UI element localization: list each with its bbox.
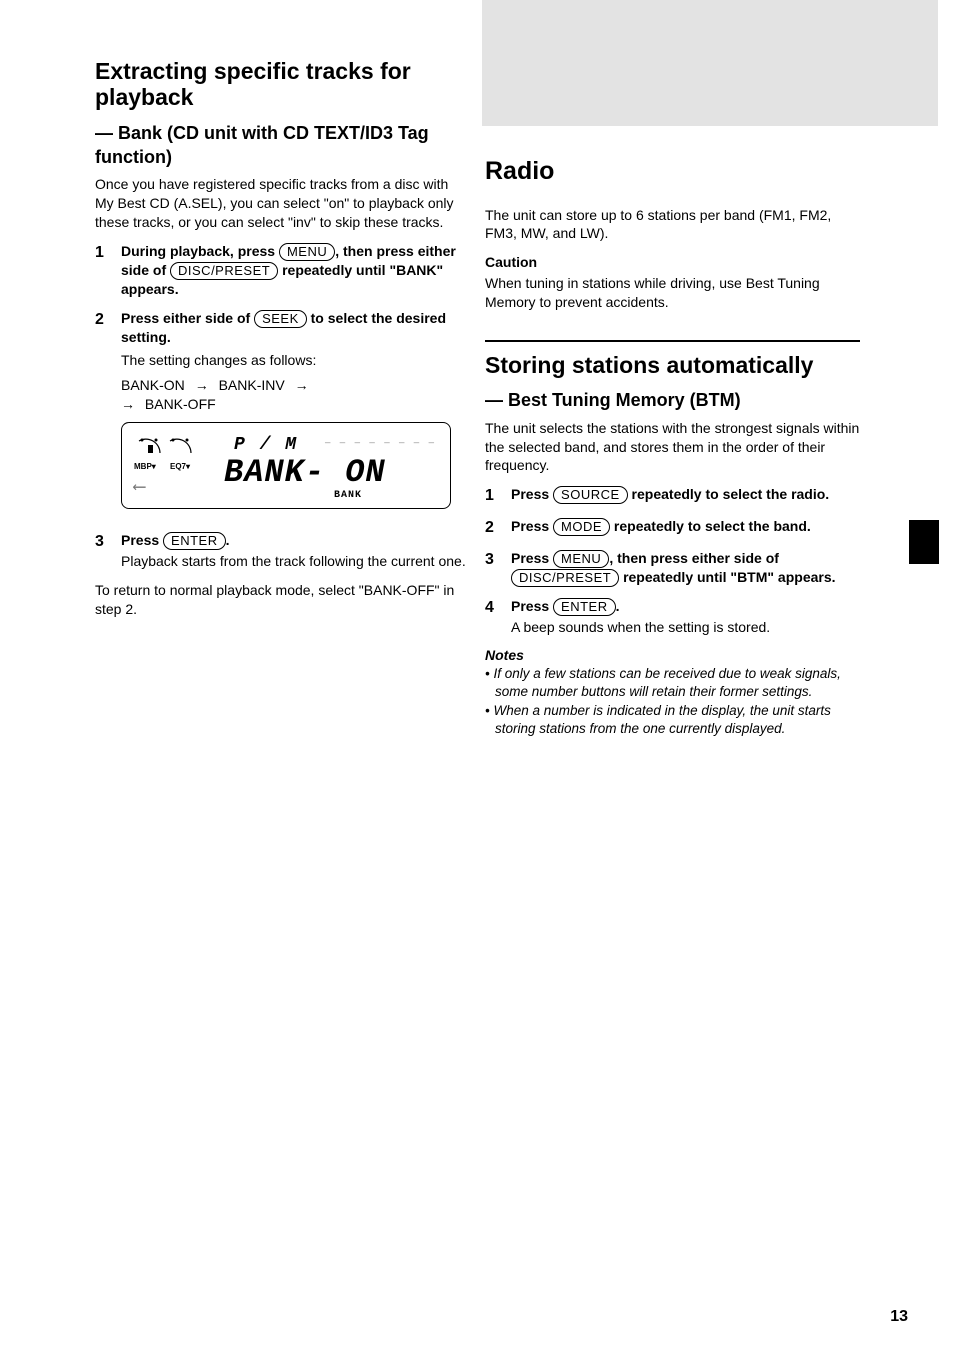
caution-text: When tuning in stations while driving, u… — [485, 274, 860, 312]
step-lead: Press — [511, 486, 553, 502]
lcd-icons: MBP▾ EQ7▾ — [134, 433, 204, 478]
step-r2: 2 Press MODE repeatedly to select the ba… — [485, 517, 860, 539]
step-number: 4 — [485, 597, 511, 637]
enter-button-label: ENTER — [553, 598, 616, 616]
lcd-sub-line: BANK — [334, 489, 438, 503]
source-button-label: SOURCE — [553, 486, 628, 504]
svg-text:MBP▾: MBP▾ — [134, 462, 157, 471]
notes-list: If only a few stations can be received d… — [485, 665, 860, 737]
side-tab-marker — [909, 520, 939, 564]
notes-heading: Notes — [485, 646, 860, 665]
arrow-icon: → — [295, 377, 309, 393]
step-r3: 3 Press MENU, then press either side of … — [485, 549, 860, 587]
menu-button-label: MENU — [279, 243, 335, 261]
settings-flow: BANK-ON → BANK-INV → → BANK-OFF — [121, 376, 470, 414]
step-r1: 1 Press SOURCE repeatedly to select the … — [485, 485, 860, 507]
note-item: If only a few stations can be received d… — [485, 665, 860, 700]
step-lead: Press — [511, 550, 553, 566]
lcd-display: MBP▾ EQ7▾ — — — — — — — — P / M BANK- ON… — [121, 422, 451, 510]
lcd-dashes: — — — — — — — — — [325, 437, 436, 449]
arrow-icon: → — [121, 396, 135, 412]
svg-text:EQ7▾: EQ7▾ — [170, 462, 191, 471]
step-mid: , then press either side of — [609, 550, 779, 566]
step-lead: Press — [511, 518, 553, 534]
section-subtitle: — Best Tuning Memory (BTM) — [485, 388, 860, 412]
flow-a: BANK-ON — [121, 377, 185, 393]
step-lead: Press — [511, 598, 553, 614]
step-tail: repeatedly to select the band. — [610, 518, 811, 534]
btm-intro: The unit selects the stations with the s… — [485, 419, 860, 476]
left-column: Extracting specific tracks for playback … — [95, 58, 470, 629]
flow-c: BANK-OFF — [145, 396, 216, 412]
flow-b: BANK-INV — [219, 377, 285, 393]
menu-button-label: MENU — [553, 550, 609, 568]
right-column: Radio The unit can store up to 6 station… — [485, 58, 860, 740]
chapter-title: Radio — [485, 158, 860, 186]
mode-button-label: MODE — [553, 518, 610, 536]
page-number: 13 — [890, 1306, 908, 1328]
step-lead: Press either side of — [121, 310, 254, 326]
step-body-text: Playback starts from the track following… — [121, 552, 470, 571]
step-2: 2 Press either side of SEEK to select th… — [95, 309, 470, 521]
step-number: 1 — [485, 485, 511, 507]
section-subtitle: — Bank (CD unit with CD TEXT/ID3 Tag fun… — [95, 121, 470, 170]
note-item: When a number is indicated in the displa… — [485, 702, 860, 737]
step-tail: . — [226, 532, 230, 548]
disc-preset-button-label: DISC/PRESET — [170, 262, 278, 280]
section-title: Extracting specific tracks for playback — [95, 58, 470, 111]
step-body-text: A beep sounds when the setting is stored… — [511, 618, 860, 637]
divider — [485, 340, 860, 342]
step-1: 1 During playback, press MENU, then pres… — [95, 242, 470, 299]
step-number: 2 — [485, 517, 511, 539]
seek-button-label: SEEK — [254, 310, 307, 328]
radio-intro: The unit can store up to 6 stations per … — [485, 206, 860, 244]
step-number: 3 — [95, 531, 121, 571]
intro-paragraph: Once you have registered specific tracks… — [95, 175, 470, 232]
step-tail: . — [616, 598, 620, 614]
step-number: 2 — [95, 309, 121, 521]
settings-intro: The setting changes as follows: — [121, 351, 470, 370]
lcd-icon-graphic: MBP▾ EQ7▾ — [134, 433, 204, 473]
step-lead: During playback, press — [121, 243, 279, 259]
enter-button-label: ENTER — [163, 532, 226, 550]
step-tail: repeatedly until "BTM" appears. — [619, 569, 835, 585]
arrow-icon: → — [195, 377, 209, 393]
step-r4: 4 Press ENTER. A beep sounds when the se… — [485, 597, 860, 637]
step-tail: repeatedly to select the radio. — [628, 486, 830, 502]
cancel-note: To return to normal playback mode, selec… — [95, 581, 470, 619]
step-3: 3 Press ENTER. Playback starts from the … — [95, 531, 470, 571]
disc-preset-button-label: DISC/PRESET — [511, 569, 619, 587]
back-arrow-icon: ⟵ — [134, 476, 145, 500]
step-number: 3 — [485, 549, 511, 587]
step-number: 1 — [95, 242, 121, 299]
caution-heading: Caution — [485, 253, 860, 272]
step-lead: Press — [121, 532, 163, 548]
section-title: Storing stations automatically — [485, 352, 860, 378]
lcd-main-line: BANK- ON — [224, 457, 438, 489]
